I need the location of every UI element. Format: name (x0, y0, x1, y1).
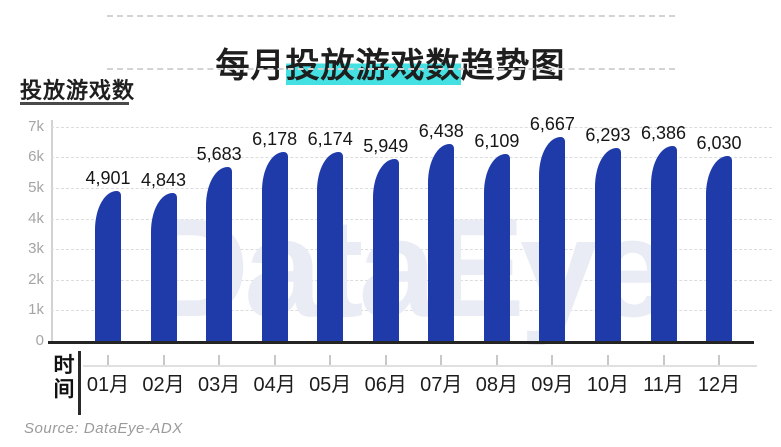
bar-value-label: 6,178 (252, 129, 298, 149)
gridline (51, 279, 772, 281)
gridline (51, 310, 772, 312)
title-highlight-segment: 投放游戏数 (285, 46, 461, 85)
gridline (51, 126, 772, 128)
x-axis-baseline (48, 341, 754, 344)
bar (317, 152, 344, 341)
watermark: DataEye (148, 189, 671, 346)
title-segment-pre: 每月 (215, 46, 286, 85)
x-tick-label: 03月 (197, 374, 241, 396)
bar (650, 146, 677, 341)
x-tick-label: 02月 (142, 374, 185, 396)
x-tick (107, 355, 109, 365)
y-tick-label: 5k (28, 179, 44, 196)
x-tick (162, 355, 165, 365)
x-tick (384, 355, 387, 365)
gridline (51, 157, 772, 159)
y-axis-line (51, 120, 53, 341)
x-tick (329, 355, 332, 365)
x-tick-label: 09月 (531, 374, 574, 396)
bar (594, 148, 621, 341)
x-tick (440, 355, 443, 365)
bar-value-label: 6,109 (474, 131, 520, 151)
y-tick-label: 3k (28, 240, 44, 258)
x-axis-line (83, 365, 757, 367)
bar-value-label: 6,667 (529, 114, 575, 134)
bar-value-label: 4,843 (141, 170, 187, 190)
x-tick (218, 355, 221, 365)
gridline (51, 249, 772, 251)
bar (372, 159, 399, 341)
x-tick (606, 355, 609, 365)
bar-value-label: 6,386 (640, 123, 687, 143)
x-tick-label: 11月 (643, 374, 684, 396)
bar (706, 156, 733, 341)
y-axis-title-underline (20, 102, 129, 105)
gridline (51, 188, 772, 189)
x-tick-label: 07月 (420, 374, 463, 396)
bar-value-label: 6,030 (696, 133, 742, 153)
source-note: Source: DataEye-ADX (24, 420, 183, 437)
bar (261, 152, 288, 341)
bar-value-label: 4,901 (85, 168, 131, 188)
bar (483, 154, 510, 341)
bar (95, 191, 121, 341)
title-divider-bottom (107, 68, 675, 70)
x-tick (273, 355, 276, 365)
x-tick-label: 10月 (586, 374, 630, 396)
x-axis-title-separator (78, 351, 81, 415)
title-segment-post: 趋势图 (460, 46, 566, 85)
x-tick (551, 355, 554, 365)
bar-value-label: 6,438 (418, 121, 464, 141)
bar (428, 144, 455, 341)
x-tick-label: 06月 (364, 374, 407, 396)
bar-value-label: 5,949 (363, 136, 409, 156)
y-tick-label: 2k (28, 270, 44, 288)
bar-value-label: 6,293 (585, 125, 631, 145)
x-tick (718, 355, 721, 365)
y-tick-label: 4k (28, 209, 44, 227)
y-tick-label: 6k (28, 148, 44, 166)
chart-title: 每月投放游戏数趋势图 (0, 46, 781, 85)
title-divider-top (107, 15, 675, 17)
bar (206, 167, 233, 341)
x-tick-label: 08月 (475, 374, 518, 396)
gridline (51, 218, 772, 220)
x-tick (662, 355, 665, 365)
x-tick-label: 04月 (253, 374, 296, 396)
x-tick-label: 01月 (86, 374, 130, 396)
x-axis-title: 时间 (53, 354, 75, 401)
y-tick-label: 7k (28, 117, 44, 135)
bar-value-label: 6,174 (307, 129, 353, 149)
y-tick-label: 0 (35, 332, 44, 349)
y-axis-title: 投放游戏数 (20, 78, 136, 103)
y-tick-label: 1k (28, 301, 44, 319)
bar (150, 193, 177, 341)
bar-value-label: 5,683 (196, 144, 242, 164)
x-tick (495, 355, 498, 365)
bar (539, 137, 566, 341)
x-tick-label: 12月 (697, 374, 741, 396)
x-tick-label: 05月 (309, 374, 352, 396)
